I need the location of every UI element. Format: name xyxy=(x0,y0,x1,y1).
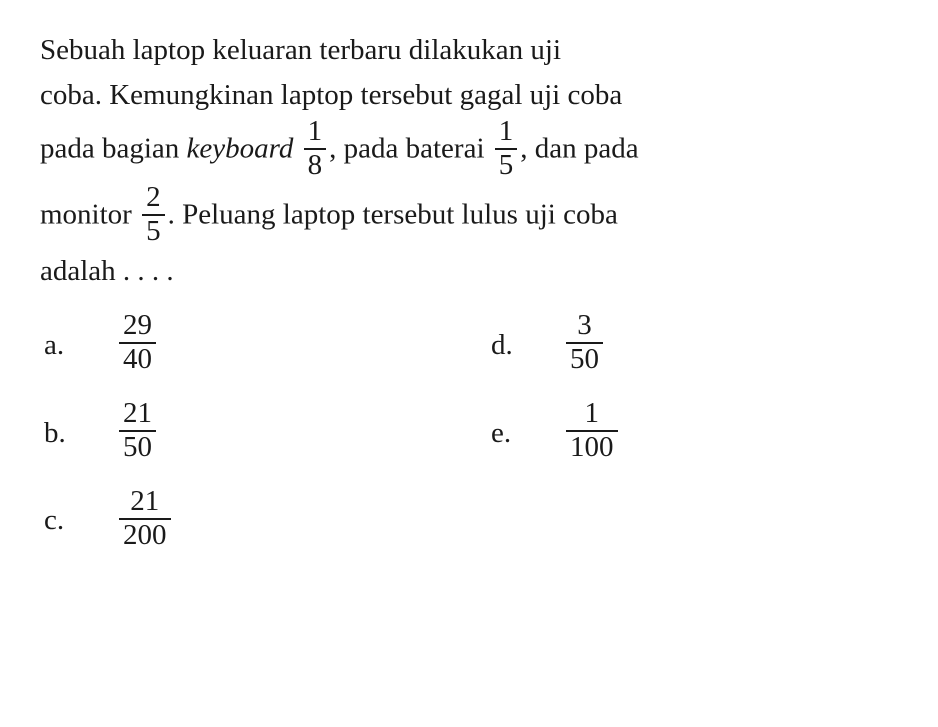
fraction-denominator: 200 xyxy=(119,520,171,552)
fraction-numerator: 3 xyxy=(566,310,603,344)
fraction-denominator: 100 xyxy=(566,432,618,464)
fraction-denominator: 5 xyxy=(142,216,165,248)
option-fraction: 21 50 xyxy=(119,398,156,464)
option-value: 29 40 xyxy=(98,312,159,378)
text-segment: monitor xyxy=(40,198,139,230)
question-line-4: monitor 25. Peluang laptop tersebut lulu… xyxy=(40,184,898,250)
option-value: 21 50 xyxy=(98,400,159,466)
keyboard-italic: keyboard xyxy=(187,132,301,164)
fraction-keyboard: 18 xyxy=(304,116,327,182)
fraction-denominator: 50 xyxy=(119,432,156,464)
fraction-numerator: 2 xyxy=(142,182,165,216)
option-fraction: 1 100 xyxy=(566,398,618,464)
fraction-numerator: 1 xyxy=(566,398,618,432)
question-line-3: pada bagian keyboard 18, pada baterai 15… xyxy=(40,118,898,184)
option-letter: e. xyxy=(491,411,545,456)
text-segment: , pada baterai xyxy=(329,132,492,164)
fraction-numerator: 1 xyxy=(304,116,327,150)
option-value: 21 200 xyxy=(98,488,174,554)
options-container: a. 29 40 d. 3 50 b. 21 50 e. xyxy=(40,312,898,553)
question-line-2: coba. Kemungkinan laptop tersebut gagal … xyxy=(40,73,898,118)
option-c: c. 21 200 xyxy=(44,488,451,554)
fraction-numerator: 21 xyxy=(119,486,171,520)
fraction-denominator: 5 xyxy=(495,150,518,182)
question-line-1: Sebuah laptop keluaran terbaru dilakukan… xyxy=(40,28,898,73)
option-d: d. 3 50 xyxy=(491,312,898,378)
option-value: 1 100 xyxy=(545,400,621,466)
option-e: e. 1 100 xyxy=(491,400,898,466)
fraction-battery: 15 xyxy=(495,116,518,182)
fraction-numerator: 1 xyxy=(495,116,518,150)
option-fraction: 3 50 xyxy=(566,310,603,376)
option-a: a. 29 40 xyxy=(44,312,451,378)
option-b: b. 21 50 xyxy=(44,400,451,466)
fraction-monitor: 25 xyxy=(142,182,165,248)
fraction-numerator: 21 xyxy=(119,398,156,432)
option-fraction: 29 40 xyxy=(119,310,156,376)
text-segment: . Peluang laptop tersebut lulus uji coba xyxy=(168,198,618,230)
text-segment: , dan pada xyxy=(520,132,638,164)
fraction-denominator: 50 xyxy=(566,344,603,376)
option-letter: b. xyxy=(44,411,98,456)
question-text: Sebuah laptop keluaran terbaru dilakukan… xyxy=(40,28,898,294)
option-letter: c. xyxy=(44,498,98,543)
option-fraction: 21 200 xyxy=(119,486,171,552)
option-value: 3 50 xyxy=(545,312,606,378)
fraction-numerator: 29 xyxy=(119,310,156,344)
fraction-denominator: 40 xyxy=(119,344,156,376)
option-letter: d. xyxy=(491,323,545,368)
option-letter: a. xyxy=(44,323,98,368)
fraction-denominator: 8 xyxy=(304,150,327,182)
question-line-5: adalah . . . . xyxy=(40,249,898,294)
text-segment: pada bagian xyxy=(40,132,187,164)
